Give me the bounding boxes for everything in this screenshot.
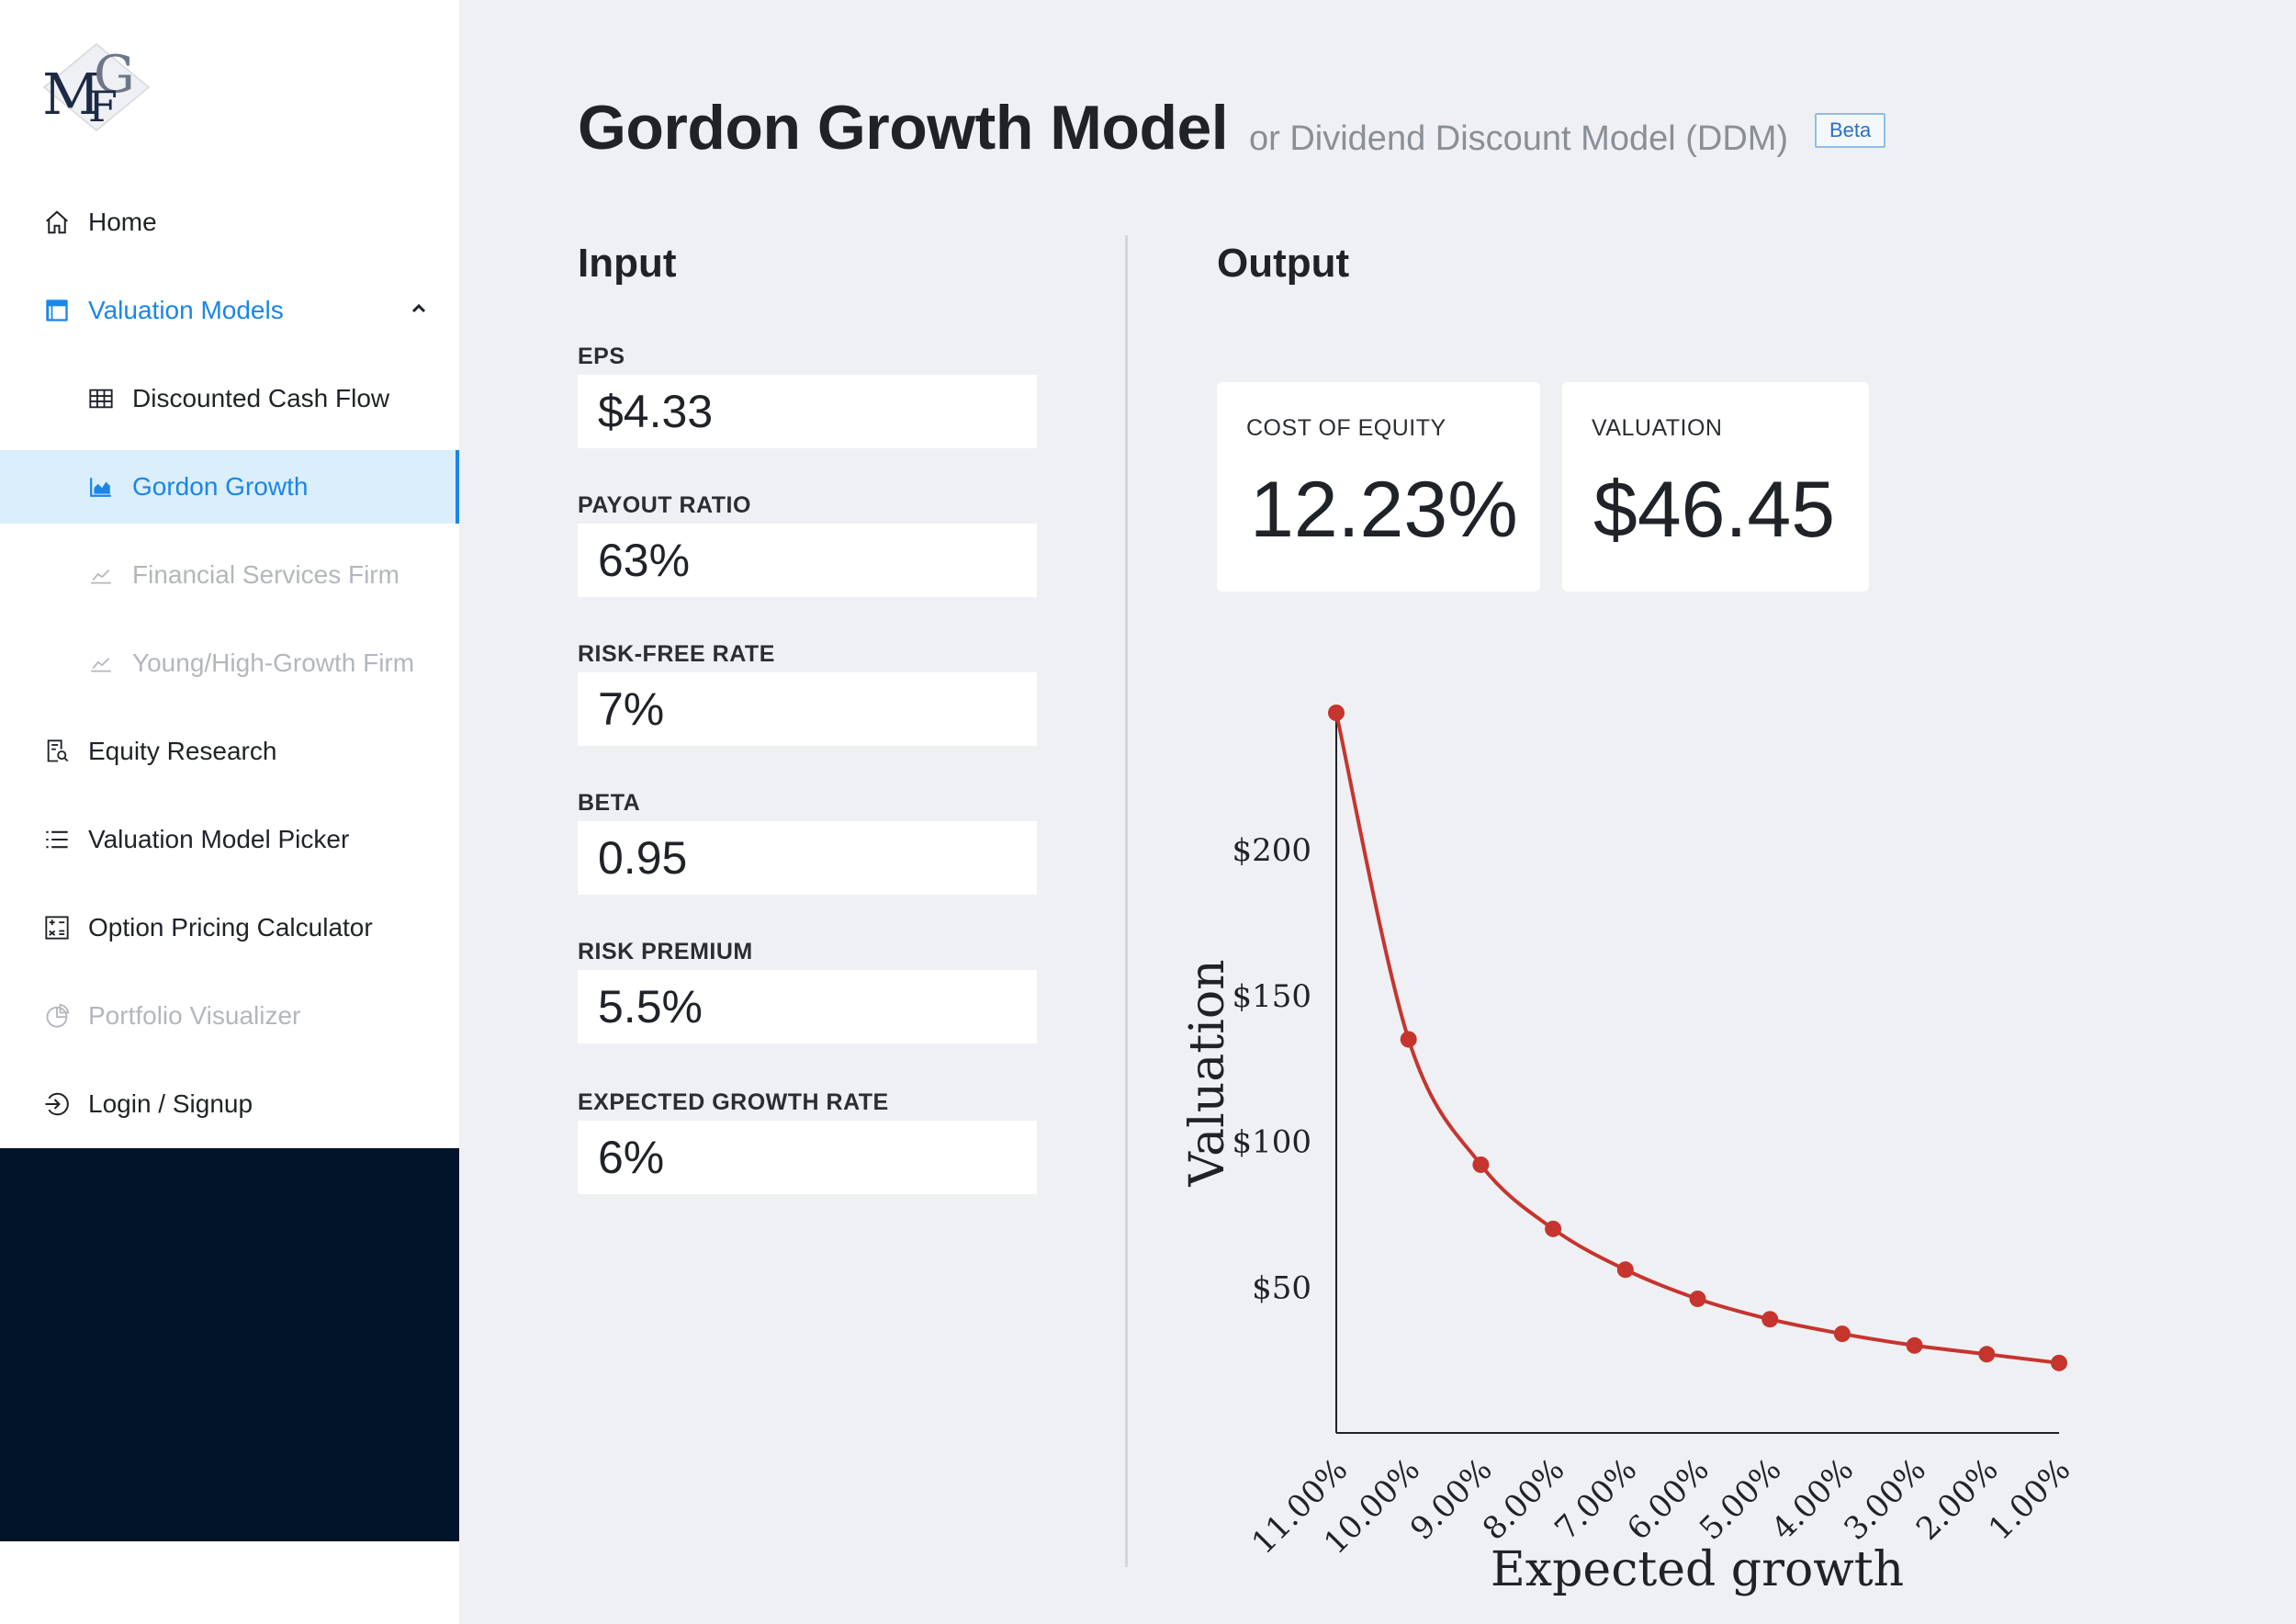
y-tick-label: $100 bbox=[1232, 1124, 1311, 1161]
payout-ratio-label: PAYOUT RATIO bbox=[578, 492, 751, 518]
x-tick-label: 6.00% bbox=[1620, 1451, 1716, 1548]
data-point bbox=[1906, 1336, 1923, 1354]
data-point bbox=[1472, 1156, 1490, 1173]
cost-of-equity-label: COST OF EQUITY bbox=[1246, 415, 1446, 441]
valuation-card: VALUATION $46.45 bbox=[1562, 382, 1869, 592]
y-tick-label: $50 bbox=[1252, 1269, 1311, 1306]
login-icon bbox=[42, 1089, 72, 1119]
risk-premium-input[interactable] bbox=[578, 970, 1037, 1043]
sidebar-item-valuation-model-picker[interactable]: Valuation Model Picker bbox=[0, 803, 459, 876]
sidebar-item-label: Portfolio Visualizer bbox=[88, 1001, 301, 1030]
x-tick-label: 4.00% bbox=[1765, 1451, 1862, 1548]
column-divider bbox=[1125, 235, 1128, 1567]
sidebar-item-young-high-growth-firm[interactable]: Young/High-Growth Firm bbox=[0, 626, 459, 700]
cost-of-equity-value: 12.23% bbox=[1250, 466, 1518, 554]
sidebar-footer-block bbox=[0, 1148, 459, 1541]
series-line bbox=[1334, 712, 2060, 1365]
x-axis-title: Expected growth bbox=[1491, 1542, 1904, 1597]
file-search-icon bbox=[42, 737, 72, 766]
x-tick-label: 5.00% bbox=[1693, 1451, 1789, 1548]
sidebar-item-label: Discounted Cash Flow bbox=[132, 384, 390, 412]
line-chart-icon bbox=[86, 648, 116, 678]
chevron-up-icon[interactable] bbox=[410, 299, 428, 318]
data-point bbox=[1616, 1261, 1634, 1279]
x-tick-label: 9.00% bbox=[1403, 1451, 1500, 1548]
sidebar-item-label: Valuation Model Picker bbox=[88, 825, 350, 853]
cost-of-equity-card: COST OF EQUITY 12.23% bbox=[1217, 382, 1540, 592]
sidebar-item-label: Financial Services Firm bbox=[132, 560, 400, 589]
page-title: Gordon Growth Model bbox=[578, 93, 1229, 163]
output-title: Output bbox=[1217, 241, 1350, 286]
sidebar-item-option-pricing-calculator[interactable]: Option Pricing Calculator bbox=[0, 891, 459, 964]
x-tick-label: 1.00% bbox=[1982, 1451, 2078, 1548]
data-point bbox=[1545, 1220, 1562, 1237]
list-icon bbox=[42, 825, 72, 854]
data-point bbox=[1761, 1311, 1779, 1328]
beta-input[interactable] bbox=[578, 821, 1037, 895]
sidebar: M G F Home Valuation Models Discounted C… bbox=[0, 0, 459, 1624]
sidebar-item-label: Option Pricing Calculator bbox=[88, 913, 373, 942]
expected-growth-rate-label: EXPECTED GROWTH RATE bbox=[578, 1089, 889, 1115]
risk-free-rate-input[interactable] bbox=[578, 672, 1037, 746]
sidebar-item-valuation-models[interactable]: Valuation Models bbox=[0, 274, 459, 347]
logo[interactable]: M G F bbox=[37, 37, 156, 138]
sidebar-item-label: Young/High-Growth Firm bbox=[132, 648, 415, 677]
beta-label: BETA bbox=[578, 790, 641, 816]
data-point bbox=[1328, 705, 1345, 721]
input-title: Input bbox=[578, 241, 677, 286]
sidebar-item-equity-research[interactable]: Equity Research bbox=[0, 715, 459, 788]
risk-premium-label: RISK PREMIUM bbox=[578, 939, 753, 964]
page-subtitle: or Dividend Discount Model (DDM) bbox=[1249, 119, 1789, 158]
sidebar-item-gordon-growth[interactable]: Gordon Growth bbox=[0, 450, 459, 524]
data-point bbox=[1978, 1346, 1996, 1363]
sidebar-item-portfolio-visualizer[interactable]: Portfolio Visualizer bbox=[0, 979, 459, 1053]
sidebar-item-label: Equity Research bbox=[88, 737, 277, 765]
valuation-value: $46.45 bbox=[1593, 466, 1836, 554]
beta-badge: Beta bbox=[1815, 113, 1886, 148]
data-point bbox=[1689, 1290, 1706, 1307]
table-icon bbox=[86, 384, 116, 413]
x-tick-label: 8.00% bbox=[1476, 1451, 1572, 1548]
data-point bbox=[2051, 1354, 2067, 1371]
expected-growth-rate-input[interactable] bbox=[578, 1121, 1037, 1194]
x-tick-label: 3.00% bbox=[1837, 1451, 1933, 1548]
home-icon bbox=[42, 208, 72, 237]
sidebar-item-label: Gordon Growth bbox=[132, 472, 309, 501]
svg-text:G: G bbox=[94, 45, 135, 105]
y-tick-label: $200 bbox=[1232, 832, 1311, 869]
valuation-chart: $50$100$150$200 11.00%10.00%9.00%8.00%7.… bbox=[1180, 705, 2078, 1597]
line-chart-icon bbox=[86, 560, 116, 590]
eps-label: EPS bbox=[578, 344, 625, 369]
x-tick-label: 2.00% bbox=[1909, 1451, 2006, 1548]
svg-text:F: F bbox=[88, 82, 118, 131]
sidebar-item-discounted-cash-flow[interactable]: Discounted Cash Flow bbox=[0, 362, 459, 435]
sidebar-item-financial-services-firm[interactable]: Financial Services Firm bbox=[0, 538, 459, 612]
calculator-icon bbox=[42, 913, 72, 942]
y-tick-label: $150 bbox=[1232, 978, 1311, 1015]
sidebar-item-label: Login / Signup bbox=[88, 1089, 253, 1118]
data-point bbox=[1400, 1031, 1417, 1048]
payout-ratio-input[interactable] bbox=[578, 524, 1037, 597]
sidebar-item-login-signup[interactable]: Login / Signup bbox=[0, 1067, 459, 1141]
sidebar-item-label: Home bbox=[88, 208, 157, 236]
eps-input[interactable] bbox=[578, 375, 1037, 448]
pie-chart-icon bbox=[42, 1001, 72, 1031]
y-axis-title: Valuation bbox=[1180, 959, 1235, 1187]
valuation-label: VALUATION bbox=[1592, 415, 1723, 441]
layout-icon bbox=[42, 296, 72, 325]
sidebar-item-label: Valuation Models bbox=[88, 296, 284, 324]
area-chart-icon bbox=[86, 472, 116, 502]
risk-free-rate-label: RISK-FREE RATE bbox=[578, 641, 775, 667]
sidebar-item-home[interactable]: Home bbox=[0, 186, 459, 259]
x-tick-label: 7.00% bbox=[1548, 1451, 1645, 1548]
svg-text:M: M bbox=[42, 61, 100, 128]
data-point bbox=[1833, 1325, 1851, 1343]
